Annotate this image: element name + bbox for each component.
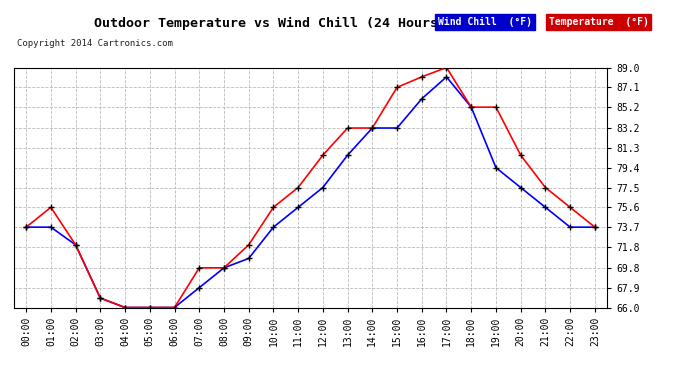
Text: Temperature  (°F): Temperature (°F) [549,17,649,27]
Text: Wind Chill  (°F): Wind Chill (°F) [438,17,532,27]
Text: Outdoor Temperature vs Wind Chill (24 Hours)  20140617: Outdoor Temperature vs Wind Chill (24 Ho… [95,17,526,30]
Text: Copyright 2014 Cartronics.com: Copyright 2014 Cartronics.com [17,39,173,48]
